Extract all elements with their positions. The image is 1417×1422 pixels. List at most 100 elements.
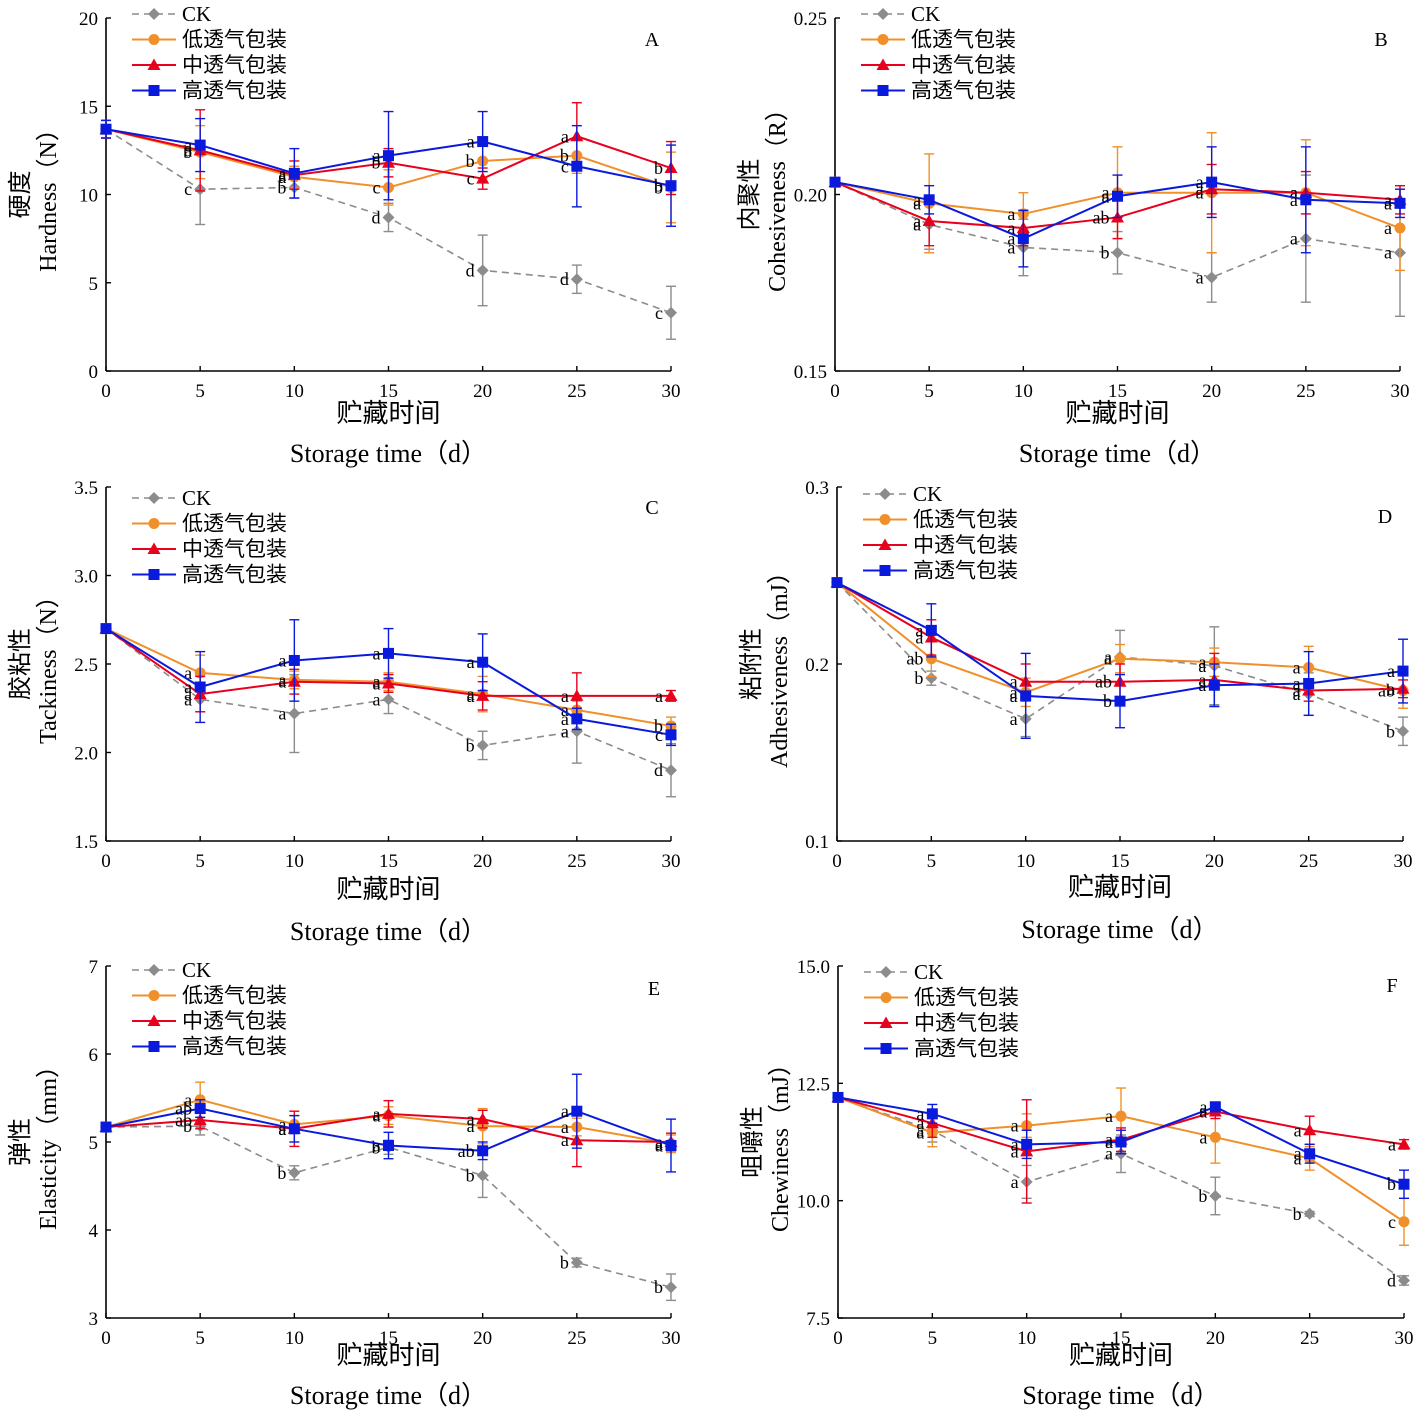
data-point <box>665 1281 677 1294</box>
data-point <box>100 1121 112 1133</box>
significance-letter: a <box>373 146 381 166</box>
significance-letter: b <box>654 177 663 197</box>
x-tick-label: 0 <box>833 1328 843 1349</box>
significance-letter: a <box>1384 243 1392 263</box>
significance-letter: a <box>373 1104 381 1124</box>
significance-letter: d <box>1387 1270 1396 1290</box>
significance-letter: a <box>916 1120 924 1140</box>
significance-letter: a <box>373 673 381 693</box>
significance-letter: b <box>654 158 663 178</box>
y-axis-title-cn: 内聚性 <box>736 159 763 231</box>
data-point <box>1394 222 1406 234</box>
x-tick-label: 30 <box>662 1328 681 1349</box>
significance-letter: c <box>655 303 663 323</box>
legend-label: 低透气包装 <box>914 986 1019 1010</box>
significance-letter: a <box>1293 681 1301 701</box>
significance-letter: b <box>560 146 569 166</box>
data-point <box>477 656 489 668</box>
significance-letter: b <box>372 153 381 173</box>
legend-marker <box>879 488 891 500</box>
significance-letter: a <box>1384 218 1392 238</box>
series-3: aa ba aa <box>831 577 1409 740</box>
data-point <box>922 214 936 226</box>
legend-marker <box>148 1041 160 1052</box>
significance-letter: d <box>654 760 663 780</box>
chart-panel-B: 0 5 10 15 20 25 30 0.15 0.20 0.25 B 贮藏时间 Storage tim… <box>736 2 1410 468</box>
data-point <box>831 577 843 589</box>
data-point <box>1208 679 1220 691</box>
significance-letter: ab <box>1378 681 1395 701</box>
x-axis-title-en: Storage time（d） <box>1022 1381 1219 1410</box>
legend-label: CK <box>182 2 211 26</box>
data-point <box>476 739 489 752</box>
x-tick-label: 0 <box>830 381 840 402</box>
y-axis-title-en: Chewiness（mJ） <box>768 1052 794 1232</box>
significance-letter: a <box>1294 1120 1302 1140</box>
chart-panel-C: 0 5 10 15 20 25 30 1.5 2.0 2.5 3.0 3.5 C 贮藏时间 Storage … <box>7 478 681 946</box>
significance-letter: a <box>913 211 921 231</box>
significance-letter: b <box>654 716 663 736</box>
data-point <box>1304 1148 1316 1160</box>
panel-letter: D <box>1378 506 1392 528</box>
x-tick-label: 25 <box>567 381 586 402</box>
panel-letter: B <box>1374 29 1387 51</box>
data-point <box>571 160 583 172</box>
x-tick-label: 30 <box>1395 1328 1414 1349</box>
significance-letter: d <box>560 269 569 289</box>
data-point <box>288 707 301 720</box>
x-tick-label: 15 <box>1108 381 1127 402</box>
significance-letter: a <box>1198 670 1206 690</box>
y-tick-label: 10 <box>79 186 98 207</box>
y-tick-label: 3.5 <box>74 478 98 499</box>
data-point <box>1020 690 1032 702</box>
significance-letter: a <box>467 652 475 672</box>
significance-letter: a <box>1102 183 1110 203</box>
significance-letter: b <box>1386 721 1395 741</box>
significance-letter: a <box>1011 1116 1019 1136</box>
y-tick-label: 0.20 <box>794 186 827 207</box>
legend-marker <box>148 518 160 529</box>
significance-letter: a <box>655 1134 663 1154</box>
x-tick-label: 10 <box>1014 381 1033 402</box>
x-tick-label: 0 <box>101 381 111 402</box>
data-point <box>100 123 112 135</box>
significance-letter: a <box>561 1117 569 1137</box>
significance-letter: a <box>1007 218 1015 238</box>
data-point <box>665 306 677 319</box>
significance-letter: b <box>372 1137 381 1157</box>
significance-letter: a <box>278 650 286 670</box>
significance-letter: a <box>278 163 286 183</box>
y-tick-label: 20 <box>79 9 98 30</box>
data-point <box>476 689 490 701</box>
data-point <box>383 647 394 659</box>
data-point <box>194 681 206 693</box>
significance-letter: b <box>277 1163 286 1183</box>
panel-letter: E <box>648 978 660 1000</box>
significance-letter: ab <box>1093 207 1110 227</box>
significance-letter: c <box>184 179 192 199</box>
significance-letter: a <box>278 1119 286 1139</box>
significance-letter: a <box>184 689 192 709</box>
significance-letter: a <box>1196 172 1204 192</box>
y-axis-title-cn: 咀嚼性 <box>739 1106 766 1178</box>
significance-letter: a <box>1198 675 1206 695</box>
significance-letter: a <box>278 165 286 185</box>
significance-letter: a <box>1199 1097 1207 1117</box>
x-tick-label: 5 <box>195 851 205 872</box>
y-axis-title-cn: 硬度 <box>7 171 34 219</box>
significance-letter: a <box>1387 679 1395 699</box>
data-point <box>1111 246 1124 259</box>
x-tick-label: 25 <box>567 1328 586 1349</box>
significance-letter: a <box>1105 1130 1113 1150</box>
x-axis-title-en: Storage time（d） <box>1019 439 1216 468</box>
data-point <box>476 172 490 184</box>
legend-label: CK <box>911 2 940 26</box>
data-point <box>570 273 583 286</box>
data-point <box>382 693 395 706</box>
x-tick-label: 10 <box>1017 1328 1036 1349</box>
significance-letter: a <box>1011 1134 1019 1154</box>
data-point <box>926 1108 938 1120</box>
data-point <box>665 180 677 192</box>
